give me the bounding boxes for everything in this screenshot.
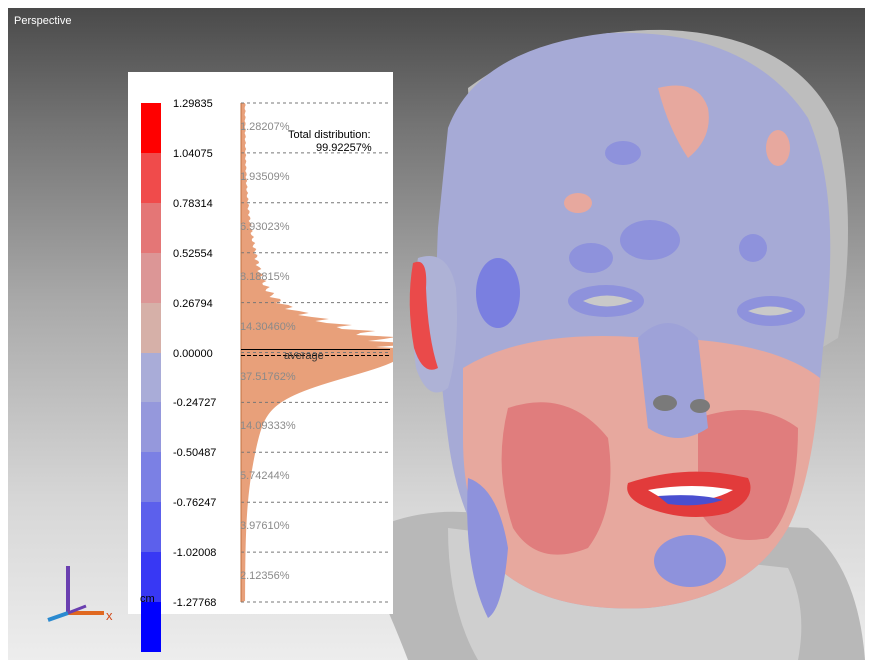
color-band bbox=[141, 552, 161, 603]
band-percentage: 5.74244% bbox=[240, 470, 290, 483]
scale-tick-label: -0.76247 bbox=[173, 497, 217, 510]
scale-tick-label: -1.02008 bbox=[173, 547, 217, 560]
color-band bbox=[141, 502, 161, 553]
scale-tick-label: 0.26794 bbox=[173, 297, 213, 310]
band-percentage: 14.09333% bbox=[240, 420, 296, 433]
scale-tick-label: -0.24727 bbox=[173, 397, 217, 410]
scale-tick-label: 0.52554 bbox=[173, 247, 213, 260]
color-band bbox=[141, 602, 161, 653]
color-band bbox=[141, 452, 161, 503]
scale-tick-label: -0.50487 bbox=[173, 447, 217, 460]
color-band bbox=[141, 302, 161, 353]
histogram bbox=[240, 102, 393, 603]
scale-tick-label: 0.78314 bbox=[173, 197, 213, 210]
scale-tick-label: -1.27768 bbox=[173, 597, 217, 609]
total-distribution-value: 99.92257% bbox=[316, 142, 372, 154]
view-mode-label: Perspective bbox=[14, 15, 72, 27]
histogram-distribution bbox=[241, 103, 393, 602]
band-percentage: 14.30460% bbox=[240, 320, 296, 333]
band-percentage: 37.51762% bbox=[240, 370, 296, 383]
color-band bbox=[141, 352, 161, 403]
band-percentage: 1.93509% bbox=[240, 170, 290, 183]
band-percentage: 1.28207% bbox=[240, 121, 290, 133]
3d-viewport[interactable]: Perspective 1.29835 1.04075 0.78314 0.52554… bbox=[8, 8, 865, 660]
axis-x-label: x bbox=[106, 608, 113, 623]
color-band bbox=[141, 252, 161, 304]
color-band bbox=[141, 402, 161, 453]
color-band bbox=[141, 152, 161, 204]
scale-tick-label: 1.29835 bbox=[173, 98, 213, 110]
band-percentage: 8.18815% bbox=[240, 270, 290, 283]
scale-tick-label: 1.04075 bbox=[173, 147, 213, 160]
color-deviation-legend: 1.29835 1.04075 0.78314 0.52554 0.26794 0.000… bbox=[128, 72, 393, 653]
head-deviation-map[interactable] bbox=[8, 8, 865, 660]
average-label: average bbox=[284, 350, 324, 362]
total-distribution-label: Total distribution: bbox=[288, 129, 371, 141]
color-band bbox=[141, 103, 161, 154]
axis-gizmo-icon[interactable]: x bbox=[38, 558, 128, 628]
scale-tick-label: 0.00000 bbox=[173, 347, 213, 360]
band-percentage: 3.97610% bbox=[240, 520, 290, 533]
band-percentage: 6.93023% bbox=[240, 220, 290, 233]
band-percentage: 2.12356% bbox=[240, 570, 290, 583]
color-band bbox=[141, 202, 161, 254]
unit-label: cm bbox=[140, 593, 155, 605]
